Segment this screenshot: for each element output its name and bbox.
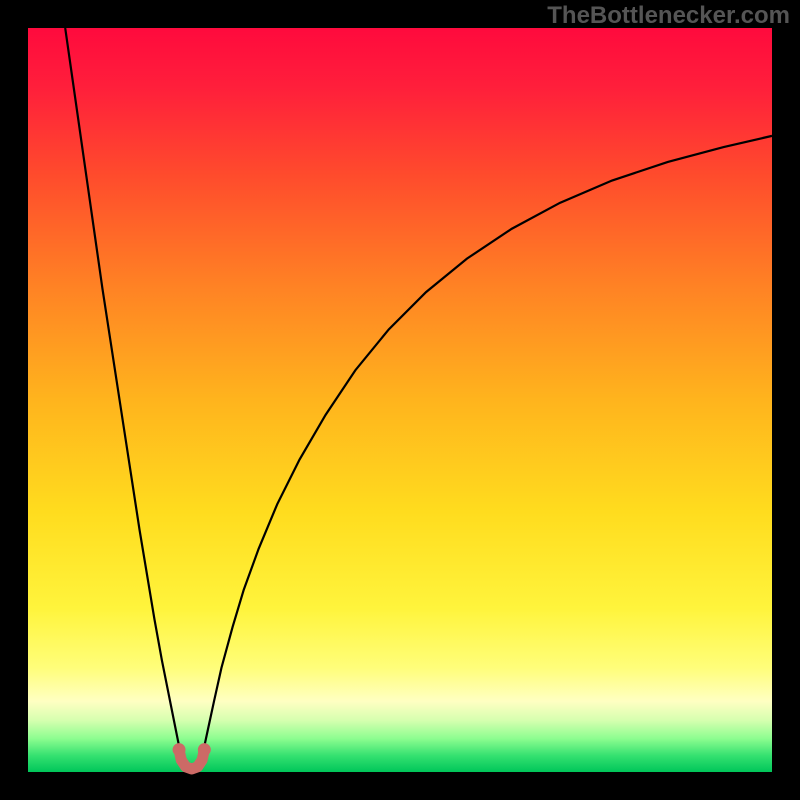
curve-left-branch xyxy=(65,28,180,750)
curve-right-branch xyxy=(204,136,772,750)
bottleneck-dot-left xyxy=(173,743,186,756)
bottleneck-dot-right xyxy=(198,743,211,756)
plot-frame xyxy=(28,28,772,772)
plot-overlay xyxy=(28,28,772,772)
watermark-text: TheBottlenecker.com xyxy=(547,2,790,30)
